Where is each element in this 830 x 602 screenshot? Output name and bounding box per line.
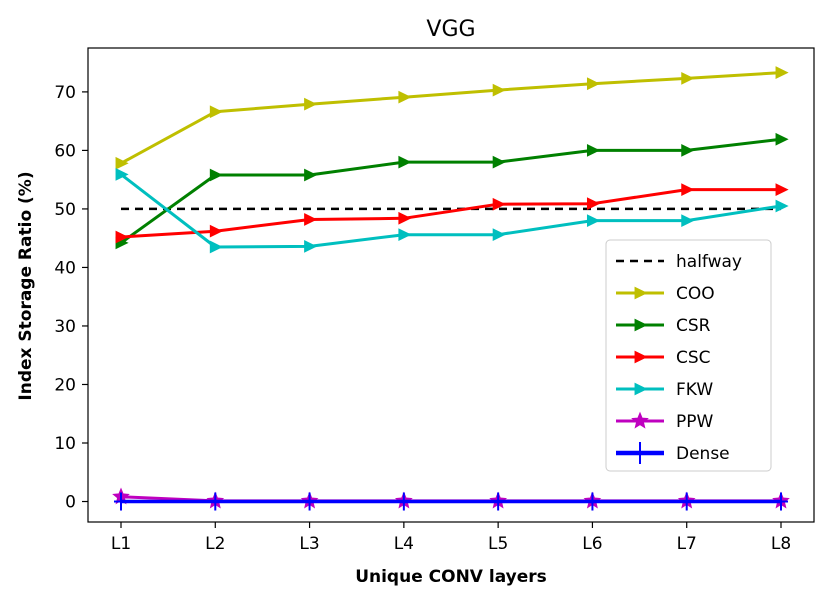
point-csr-l4 — [398, 155, 412, 169]
point-fkw-l7 — [681, 214, 695, 228]
x-tick-label-l1: L1 — [111, 534, 131, 554]
legend-entry-ppw: PPW — [616, 411, 714, 432]
legend-entry-csc: CSC — [616, 348, 711, 368]
point-coo-l6 — [586, 77, 601, 91]
point-fkw-l6 — [586, 214, 601, 228]
series-line-csc — [120, 188, 781, 239]
series-line-fkw — [120, 173, 782, 249]
x-axis-label: Unique CONV layers — [355, 567, 547, 587]
x-tick-label-l7: L7 — [677, 534, 697, 554]
plot-area: 0 10 20 30 40 50 60 70 L1 L2 L3 L4 L5 L6 L7 L8 halfway CO… — [54, 47, 815, 554]
point-dense-l3 — [302, 492, 317, 511]
y-tick-label-70: 70 — [54, 83, 76, 103]
point-csr-l2 — [209, 168, 223, 182]
point-csc-l2 — [209, 224, 223, 238]
point-csc-l3 — [304, 213, 318, 226]
point-dense-l5 — [491, 492, 506, 511]
point-csr-l8 — [775, 132, 789, 146]
y-tick-label-30: 30 — [54, 317, 76, 337]
point-dense-l8 — [774, 492, 788, 511]
point-csc-l4 — [398, 211, 412, 225]
point-fkw-l8 — [775, 199, 789, 213]
legend-label-csr: CSR — [676, 316, 711, 336]
legend: halfway COO CSR CSC FKW PPW Dense — [605, 239, 772, 472]
point-fkw-l1 — [115, 168, 129, 181]
point-csr-l3 — [304, 168, 318, 182]
point-csr-l6 — [586, 144, 601, 157]
chart-title: VGG — [426, 17, 475, 42]
legend-entry-dense: Dense — [616, 442, 730, 464]
point-coo-l2 — [209, 105, 223, 119]
legend-box — [605, 239, 772, 472]
series-fkw — [115, 168, 789, 254]
point-coo-l7 — [681, 72, 695, 85]
legend-marker-fkw — [634, 382, 648, 396]
legend-marker-coo — [634, 286, 648, 300]
y-axis-label: Index Storage Ratio (%) — [16, 171, 36, 400]
point-coo-l3 — [304, 97, 318, 111]
x-tick-label-l2: L2 — [205, 534, 225, 554]
legend-entry-csr: CSR — [616, 316, 711, 336]
point-csc-l1 — [115, 230, 129, 244]
x-tick-label-l6: L6 — [582, 534, 602, 554]
legend-label-dense: Dense — [676, 444, 730, 464]
y-tick-label-0: 0 — [65, 493, 76, 513]
point-fkw-l4 — [398, 228, 412, 242]
legend-marker-ppw — [631, 411, 649, 429]
legend-label-csc: CSC — [676, 348, 711, 368]
y-tick-label-40: 40 — [54, 258, 76, 278]
series-line-coo — [120, 71, 782, 165]
y-tick-label-10: 10 — [54, 434, 76, 454]
point-csr-l5 — [492, 155, 506, 169]
point-coo-l1 — [115, 156, 129, 170]
legend-entry-coo: COO — [616, 284, 715, 304]
point-csc-l7 — [681, 183, 695, 196]
point-dense-l6 — [585, 492, 600, 511]
legend-label-ppw: PPW — [676, 412, 714, 432]
x-tick-label-l8: L8 — [771, 534, 791, 554]
legend-entry-halfway: halfway — [616, 252, 742, 272]
point-dense-l2 — [208, 492, 223, 511]
x-tick-label-l4: L4 — [394, 534, 414, 554]
point-coo-l4 — [398, 90, 412, 104]
point-coo-l5 — [492, 83, 506, 97]
legend-entry-fkw: FKW — [616, 380, 713, 400]
point-dense-l1 — [114, 492, 128, 511]
legend-label-halfway: halfway — [676, 252, 742, 272]
point-fkw-l3 — [304, 239, 318, 253]
point-csc-l5 — [492, 197, 506, 211]
point-coo-l8 — [775, 66, 789, 79]
y-tick-label-20: 20 — [54, 375, 76, 395]
axes-frame — [87, 47, 815, 523]
series-coo — [115, 66, 789, 170]
point-dense-l7 — [679, 492, 694, 511]
legend-marker-csc — [634, 350, 648, 364]
point-csr-l7 — [681, 144, 695, 157]
point-fkw-l2 — [209, 240, 223, 254]
series-csc — [115, 183, 789, 244]
y-tick-label-60: 60 — [54, 141, 76, 161]
legend-label-coo: COO — [676, 284, 715, 304]
point-fkw-l5 — [492, 228, 506, 242]
point-csc-l8 — [775, 183, 789, 196]
point-dense-l4 — [396, 492, 411, 511]
series-line-csr — [120, 137, 782, 245]
x-tick-label-l5: L5 — [488, 534, 508, 554]
series-dense — [114, 492, 788, 511]
legend-marker-csr — [634, 318, 648, 332]
legend-label-fkw: FKW — [676, 380, 713, 400]
x-tick-label-l3: L3 — [299, 534, 319, 554]
point-csc-l6 — [586, 197, 601, 211]
y-tick-label-50: 50 — [54, 200, 76, 220]
